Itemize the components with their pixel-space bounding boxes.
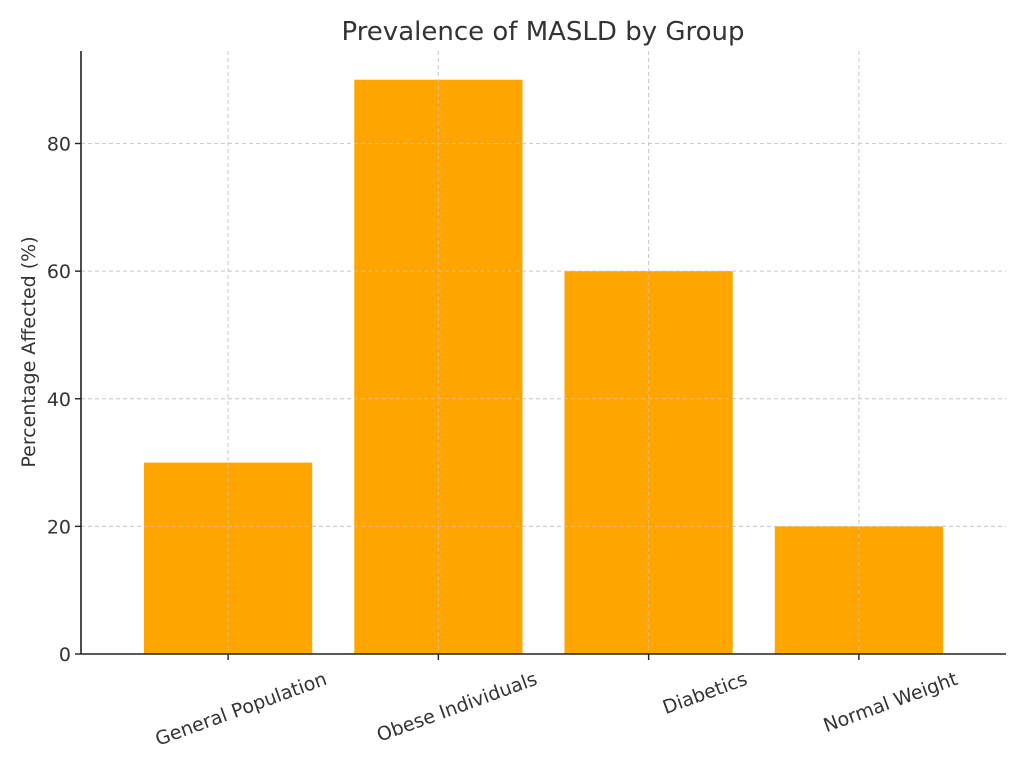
y-tick-label: 0: [59, 644, 71, 666]
y-tick-label: 20: [47, 516, 71, 538]
y-tick-label: 40: [47, 389, 71, 411]
chart-title: Prevalence of MASLD by Group: [341, 17, 744, 47]
x-tick-label: Diabetics: [660, 668, 751, 719]
y-ticks: 0 20 40 60 80: [47, 134, 81, 666]
x-tick-label: Obese Individuals: [374, 668, 540, 746]
axes-layer: [80, 51, 1006, 655]
bars-layer: [81, 51, 1006, 654]
x-tick-label: General Population: [152, 668, 329, 750]
y-tick-label: 80: [47, 134, 71, 156]
y-axis-label: Percentage Affected (%): [18, 236, 40, 467]
bar: [564, 271, 733, 654]
y-tick-label: 60: [47, 261, 71, 283]
x-ticks: General Population Obese Individuals Diabe…: [152, 654, 961, 751]
x-tick-label: Normal Weight: [821, 668, 961, 737]
